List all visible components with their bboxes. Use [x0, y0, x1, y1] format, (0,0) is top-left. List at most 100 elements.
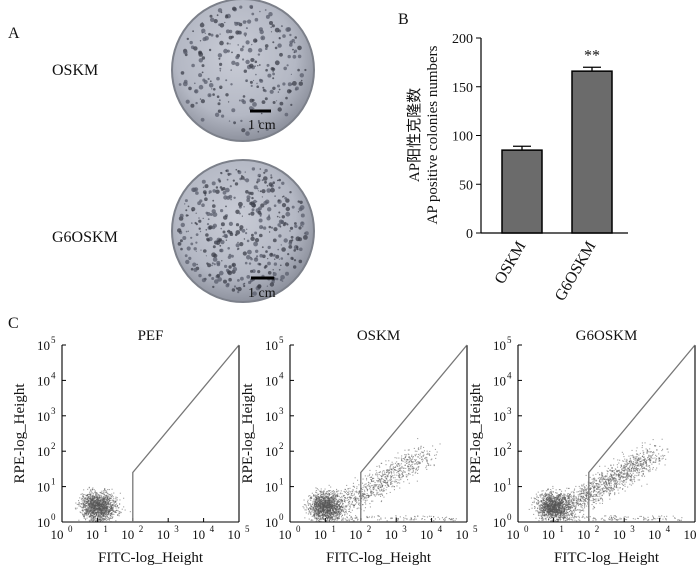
x-tick-label: 10 — [51, 527, 64, 542]
y-tick-label: 10 — [493, 480, 506, 495]
y-tick-exponent: 5 — [507, 335, 512, 345]
x-tick-exponent: 4 — [210, 524, 215, 534]
y-axis-label: RPE-log_Height — [12, 383, 28, 484]
y-tick-label: 10 — [265, 444, 278, 459]
x-tick-exponent: 4 — [666, 524, 671, 534]
x-tick-exponent: 5 — [473, 524, 478, 534]
x-tick-label: 10 — [121, 527, 134, 542]
dish-g6oskm: 1 cm — [171, 159, 315, 303]
y-tick-exponent: 3 — [279, 406, 284, 416]
x-tick-exponent: 0 — [524, 524, 529, 534]
scatter-points — [302, 438, 457, 523]
scale-bar-label: 1 cm — [248, 286, 276, 301]
y-tick-label: 10 — [265, 480, 278, 495]
panel-b: B 0 50 100 150 200 OSKM G6OSKM ** AP阳性克隆数 AP posi… — [398, 11, 628, 304]
category-label: G6OSKM — [552, 239, 600, 304]
y-tick-label: 10 — [493, 338, 506, 353]
y-tick-exponent: 2 — [507, 441, 512, 451]
y-tick-exponent: 1 — [507, 477, 512, 487]
y-tick-exponent: 4 — [507, 370, 512, 380]
y-tick-label: 100 — [452, 130, 473, 145]
y-tick-label: 150 — [452, 81, 473, 96]
x-tick-label: 10 — [456, 527, 469, 542]
x-tick-exponent: 2 — [367, 524, 372, 534]
x-tick-label: 10 — [192, 527, 205, 542]
x-tick-exponent: 3 — [630, 524, 635, 534]
x-tick-label: 10 — [684, 527, 697, 542]
x-tick-label: 10 — [648, 527, 661, 542]
y-tick-label: 10 — [265, 373, 278, 388]
x-tick-exponent: 3 — [174, 524, 179, 534]
significance-mark: ** — [584, 47, 600, 64]
y-tick-label: 0 — [466, 227, 473, 242]
y-tick-exponent: 4 — [51, 370, 56, 380]
dish-oskm: 1 cm — [171, 0, 315, 142]
y-tick-exponent: 2 — [51, 441, 56, 451]
panel-b-label: B — [398, 11, 409, 28]
x-tick-label: 10 — [157, 527, 170, 542]
x-tick-label: 10 — [507, 527, 520, 542]
x-tick-exponent: 1 — [331, 524, 336, 534]
colony-dots — [178, 4, 307, 136]
y-tick-label: 10 — [265, 338, 278, 353]
x-tick-exponent: 0 — [296, 524, 301, 534]
flow-plot-g6oskm: G6OSKM1001001011011021021031031041041051… — [468, 328, 697, 566]
y-axis-label: AP positive colonies numbers — [425, 45, 441, 224]
panel-c-label: C — [8, 315, 19, 332]
x-tick-exponent: 2 — [139, 524, 144, 534]
y-axis-label: RPE-log_Height — [240, 383, 256, 484]
y-tick-exponent: 5 — [279, 335, 284, 345]
x-axis-label: FITC-log_Height — [326, 550, 432, 566]
y-tick-label: 10 — [265, 409, 278, 424]
row-label-oskm: OSKM — [52, 62, 98, 79]
x-tick-label: 10 — [577, 527, 590, 542]
bar-g6oskm — [571, 70, 613, 234]
x-tick-label: 10 — [420, 527, 433, 542]
y-tick-label: 10 — [37, 409, 50, 424]
x-tick-exponent: 1 — [559, 524, 564, 534]
flow-plot-title: G6OSKM — [576, 328, 638, 344]
y-tick-exponent: 3 — [507, 406, 512, 416]
x-axis-label: FITC-log_Height — [98, 550, 204, 566]
row-label-g6oskm: G6OSKM — [52, 229, 118, 246]
y-tick-label: 10 — [493, 409, 506, 424]
y-axis-label: RPE-log_Height — [468, 383, 484, 484]
x-tick-label: 10 — [385, 527, 398, 542]
gate-line — [588, 344, 696, 522]
y-tick-label: 50 — [459, 178, 473, 193]
y-tick-label: 10 — [37, 338, 50, 353]
x-tick-exponent: 3 — [402, 524, 407, 534]
category-label: OSKM — [492, 239, 530, 288]
x-tick-label: 10 — [349, 527, 362, 542]
x-tick-exponent: 2 — [595, 524, 600, 534]
scatter-points — [74, 486, 131, 523]
y-tick-label: 10 — [37, 480, 50, 495]
x-tick-label: 10 — [314, 527, 327, 542]
y-tick-label: 10 — [493, 373, 506, 388]
gate-line — [360, 344, 468, 522]
x-tick-label: 10 — [542, 527, 555, 542]
y-axis-label-cn: AP阳性克隆数 — [406, 88, 423, 182]
x-tick-exponent: 5 — [245, 524, 250, 534]
y-tick-exponent: 0 — [51, 512, 56, 522]
x-tick-label: 10 — [279, 527, 292, 542]
panel-a: A OSKM G6OSKM 1 cm 1 cm — [8, 0, 315, 303]
x-tick-label: 10 — [86, 527, 99, 542]
scale-bar-label: 1 cm — [248, 118, 276, 133]
y-tick-exponent: 1 — [279, 477, 284, 487]
x-tick-exponent: 4 — [438, 524, 443, 534]
y-tick-label: 200 — [452, 32, 473, 47]
y-tick-label: 10 — [37, 444, 50, 459]
bar-chart: 0 50 100 150 200 OSKM G6OSKM ** AP阳性克隆数 AP positi… — [406, 32, 628, 304]
panel-a-label: A — [8, 25, 20, 42]
x-axis-label: FITC-log_Height — [554, 550, 660, 566]
y-tick-exponent: 0 — [279, 512, 284, 522]
flow-plot-title: PEF — [138, 328, 164, 344]
bar-oskm — [501, 149, 543, 234]
y-tick-exponent: 4 — [279, 370, 284, 380]
y-tick-exponent: 5 — [51, 335, 56, 345]
